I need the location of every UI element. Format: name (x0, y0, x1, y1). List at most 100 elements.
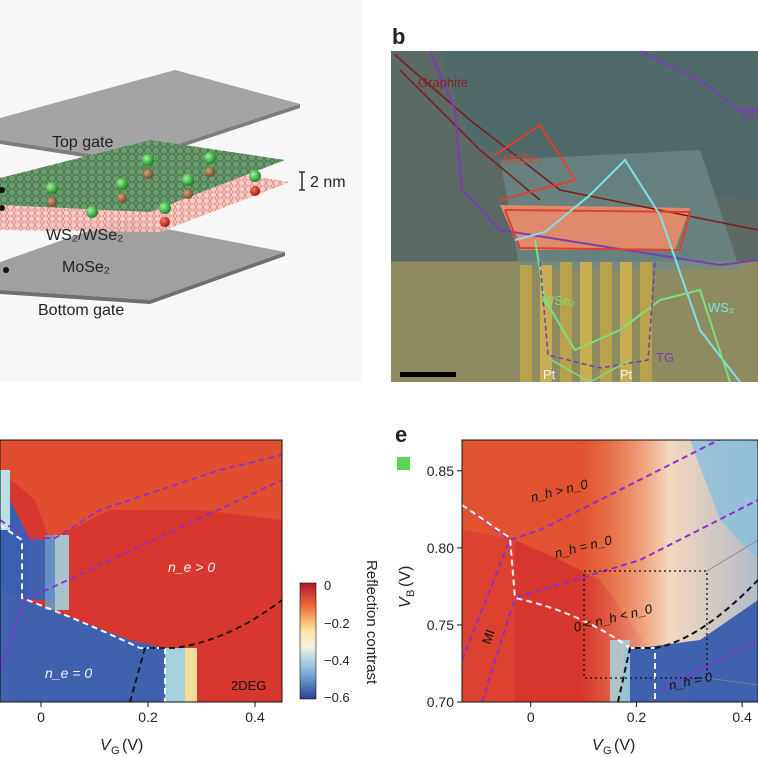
x-tick-label: 0.2 (627, 709, 647, 725)
x-tick-label: 0 (527, 709, 535, 725)
heatmap-edge-yellow (185, 648, 197, 702)
mose2-flake (500, 205, 690, 250)
x-axis-label-d: V G (V) (100, 737, 143, 757)
top-gate-label: Top gate (52, 134, 113, 151)
white-boundary (462, 504, 631, 649)
panel-b-micrograph: Graphite MoSe₂ WSe₂ WS₂ BG TG Pt Pt (391, 51, 758, 382)
tg-outline (539, 261, 656, 369)
electron-particle (117, 193, 127, 203)
mose2-label-b: MoSe₂ (503, 151, 542, 166)
heatmap-transition-light (45, 535, 55, 610)
annotation-2deg: 2DEG (231, 678, 266, 693)
annotation-mi: MI (479, 627, 498, 646)
heatmap-region-orange (0, 440, 282, 540)
thickness-marker (299, 171, 305, 191)
mose2-outline (494, 123, 577, 201)
heatmap-region-blue-top (690, 440, 758, 560)
xlabel-symbol: V (100, 737, 112, 754)
panel-e-heatmap: n_h > n_0 n_h = n_0 0 < n_h < n_0 n_h = … (397, 439, 758, 757)
bg-label: BG (740, 107, 758, 122)
heatmap-region-blue (0, 540, 175, 702)
hole-particle (182, 174, 194, 186)
black-boundary (617, 579, 758, 702)
panel-d-heatmap: n_e > 0 n_e = 0 2DEG 0 0.2 0.4 V G (V) 0… (0, 439, 380, 757)
panel-e-frame (461, 439, 758, 703)
tg-label: TG (656, 350, 674, 365)
x-tick-label: 0.4 (732, 709, 752, 725)
xlabel-symbol: V (592, 737, 604, 754)
y-tick-label: 0.70 (427, 694, 454, 710)
hole-particle (116, 178, 128, 190)
x-axis-label-e: V G (V) (592, 737, 635, 757)
purple-boundary-left (462, 539, 511, 661)
panel-a-schematic: 2 nm Top gate WS₂/WSe₂ MoSe₂ Bottom gate (0, 0, 362, 382)
electrode (620, 262, 632, 382)
panel-e-letter: e (395, 422, 407, 447)
heatmap-edge-white (165, 648, 185, 702)
legend-swatch-green (397, 457, 410, 470)
x-tick-label: 0.2 (138, 709, 158, 725)
hole-particle (249, 170, 261, 182)
x-tick-label: 0.4 (245, 709, 265, 725)
hole-particle (46, 182, 58, 194)
graphite-label: Graphite (418, 75, 468, 90)
contact-dot (0, 205, 5, 211)
zoom-connector-bottom (706, 677, 758, 686)
purple-boundary-middle (481, 499, 758, 702)
hole-particle (204, 152, 216, 164)
panel-d-frame (0, 439, 283, 703)
electron-particle-red (250, 186, 260, 196)
heatmap-edge-left (0, 470, 10, 530)
y-ticks-e: 0.70 0.75 0.80 0.85 (427, 463, 462, 710)
heatmap-edge-white (610, 640, 630, 702)
top-gate-plate (0, 70, 300, 160)
electrode (560, 262, 572, 382)
xlabel-unit: (V) (122, 737, 143, 754)
zoom-box (583, 570, 708, 679)
colorbar-tick: −0.6 (324, 690, 350, 705)
electron-particle (205, 167, 215, 177)
pt-label-right: Pt (620, 367, 633, 382)
ylabel-symbol: V (397, 596, 414, 608)
tip-outline (547, 357, 631, 382)
ws2-label: WS₂ (708, 300, 734, 315)
bottom-gate-plate (0, 220, 285, 300)
micrograph-lower (391, 262, 758, 382)
zoom-connector-top (706, 539, 758, 572)
colorbar (299, 582, 317, 700)
carrier-particles (46, 152, 261, 227)
contact-dot (0, 187, 5, 193)
heatmap-region-left (462, 530, 515, 702)
heatmap-transition-white (55, 535, 69, 610)
electron-particle (143, 169, 153, 179)
electron-particle-red (160, 217, 170, 227)
y-tick-label: 0.85 (427, 463, 454, 479)
purple-boundary-lower (24, 479, 282, 601)
xlabel-subscript: G (111, 745, 120, 757)
ylabel-subscript: B (405, 590, 417, 597)
bg-outline (429, 51, 758, 267)
graphite-outline-2 (399, 69, 541, 201)
electron-particle (183, 189, 193, 199)
contact-dot (3, 267, 9, 273)
hole-particle (86, 206, 98, 218)
electrode (580, 262, 592, 382)
bg-outline-top (639, 51, 758, 111)
purple-boundary-upper (0, 454, 282, 539)
hole-particle (159, 202, 171, 214)
panel-b-letter: b (392, 24, 405, 49)
white-boundary (0, 524, 165, 649)
electrode (520, 265, 532, 382)
colorbar-tick: 0 (324, 578, 331, 593)
thickness-label: 2 nm (310, 174, 346, 191)
annotation-ne-zero: n_e = 0 (45, 665, 92, 681)
mose2-outline-main (504, 209, 692, 252)
colorbar-tick: −0.2 (324, 616, 350, 631)
y-axis-label-e: V B (V) (397, 566, 417, 608)
purple-boundary-upper (462, 440, 721, 542)
x-tick-label: 0 (37, 709, 45, 725)
x-ticks-e: 0 0.2 0.4 (527, 702, 752, 725)
xlabel-subscript: G (603, 745, 612, 757)
pt-label-left: Pt (543, 367, 556, 382)
